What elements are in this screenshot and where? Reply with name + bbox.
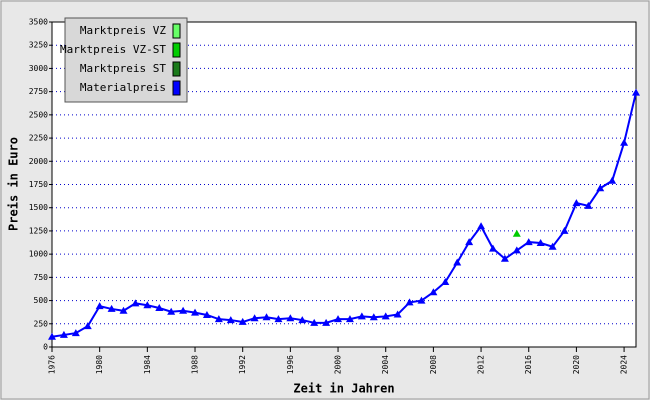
y-tick-label: 1750 (29, 180, 48, 189)
point (71, 329, 80, 337)
point (238, 317, 247, 325)
point (453, 258, 462, 266)
y-tick-label: 1250 (29, 226, 48, 235)
point (620, 138, 629, 146)
point (179, 306, 188, 314)
y-tick-label: 250 (34, 319, 49, 328)
legend-box (64, 17, 188, 103)
point (167, 307, 176, 315)
point (226, 316, 235, 324)
x-tick-label: 1980 (95, 355, 104, 374)
point (214, 315, 223, 323)
point (274, 315, 283, 323)
point (83, 322, 92, 330)
legend-label: Marktpreis VZ (80, 24, 166, 37)
x-tick-label: 2020 (572, 355, 581, 374)
point (524, 238, 533, 246)
y-tick-label: 0 (43, 343, 48, 352)
point (357, 312, 366, 320)
x-tick-label: 1996 (286, 355, 295, 374)
point (596, 184, 605, 192)
x-tick-label: 2008 (429, 355, 438, 374)
point (536, 239, 545, 246)
point (417, 296, 426, 304)
point (512, 229, 521, 237)
y-tick-label: 3500 (29, 18, 48, 27)
y-axis-title: Preis in Euro (7, 137, 21, 231)
point (477, 222, 486, 230)
point (632, 88, 640, 96)
point (512, 246, 521, 254)
point (334, 315, 343, 323)
point (560, 226, 569, 234)
plot-border (51, 21, 637, 348)
legend-swatch (172, 23, 181, 39)
x-tick-label: 2012 (477, 355, 486, 374)
x-tick-label: 1976 (48, 355, 57, 374)
y-tick-label: 2250 (29, 134, 48, 143)
point (429, 288, 438, 296)
point (381, 312, 390, 320)
point (345, 315, 354, 323)
x-tick-label: 2004 (381, 355, 390, 374)
point (369, 313, 378, 321)
point (393, 310, 402, 318)
x-tick-label: 2016 (524, 355, 533, 374)
point (488, 244, 497, 252)
x-tick-label: 1984 (143, 355, 152, 374)
point (405, 298, 414, 306)
point (191, 308, 200, 316)
point (500, 254, 509, 262)
y-tick-label: 2000 (29, 157, 48, 166)
y-tick-label: 1500 (29, 203, 48, 212)
point (572, 199, 581, 207)
legend-label: Marktpreis ST (80, 62, 166, 75)
point (155, 304, 164, 311)
point (465, 238, 474, 246)
point (143, 301, 152, 309)
point (310, 318, 319, 326)
y-tick-label: 2500 (29, 110, 48, 119)
y-tick-label: 1000 (29, 250, 48, 259)
point (250, 314, 259, 322)
legend-swatch (172, 80, 181, 96)
legend-swatch (172, 42, 181, 58)
point (107, 304, 116, 312)
point (608, 176, 617, 184)
x-tick-label: 1988 (191, 355, 200, 374)
point (584, 201, 593, 209)
point (548, 242, 557, 250)
point (262, 313, 271, 321)
point (322, 318, 331, 326)
point (441, 278, 450, 285)
x-axis-title: Zeit in Jahren (293, 382, 394, 396)
y-tick-label: 2750 (29, 87, 48, 96)
x-tick-label: 2024 (620, 355, 629, 374)
x-tick-label: 2000 (334, 355, 343, 374)
point (202, 310, 211, 318)
y-tick-label: 3250 (29, 41, 48, 50)
point (298, 316, 307, 324)
legend-swatch (172, 61, 181, 77)
legend-label: Materialpreis (80, 81, 166, 94)
y-tick-label: 750 (34, 273, 49, 282)
point (59, 330, 68, 338)
point (119, 306, 128, 314)
y-tick-label: 3000 (29, 64, 48, 73)
y-tick-label: 500 (34, 296, 49, 305)
legend-label: Marktpreis VZ-ST (60, 43, 166, 56)
point (131, 299, 140, 307)
point (48, 332, 56, 340)
point (95, 302, 104, 310)
point (286, 314, 295, 322)
x-tick-label: 1992 (238, 355, 247, 374)
